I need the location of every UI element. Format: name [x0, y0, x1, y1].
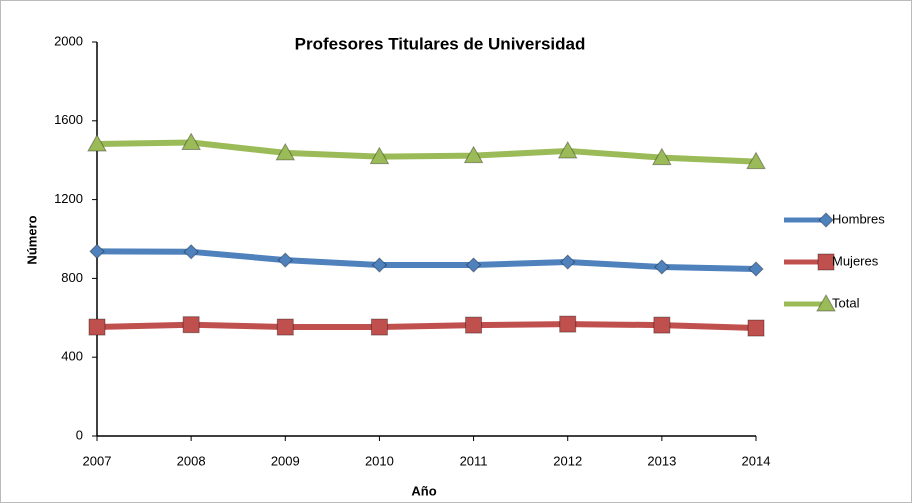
series-line — [94, 248, 759, 272]
legend-marker — [816, 293, 836, 312]
point-marker — [182, 316, 200, 334]
point-marker — [275, 142, 296, 161]
point-marker — [276, 318, 294, 336]
point-marker — [369, 146, 390, 165]
y-tick-label: 0 — [76, 427, 83, 442]
point-marker — [181, 132, 201, 150]
series-line — [94, 139, 759, 165]
point-marker — [747, 319, 765, 337]
point-marker — [371, 257, 388, 273]
point-marker — [183, 244, 199, 260]
legend-marker — [818, 212, 834, 228]
point-marker — [746, 151, 766, 170]
y-tick-label: 400 — [61, 349, 83, 364]
legend-label: Mujeres — [832, 253, 879, 268]
y-tick-label: 1600 — [54, 112, 83, 127]
y-tick-label: 2000 — [54, 33, 83, 48]
x-tick-label: 2008 — [177, 453, 206, 468]
point-marker — [87, 134, 107, 152]
point-marker — [88, 318, 106, 336]
point-marker — [277, 252, 293, 268]
x-tick-label: 2013 — [647, 453, 676, 468]
y-axis-title: Número — [24, 215, 39, 264]
x-tick-label: 2007 — [83, 453, 112, 468]
chart-title: Profesores Titulares de Universidad — [295, 34, 586, 53]
point-marker — [654, 259, 670, 275]
x-tick-label: 2009 — [271, 453, 300, 468]
point-marker — [465, 257, 482, 273]
x-tick-label: 2011 — [460, 453, 488, 468]
x-tick-label: 2014 — [742, 453, 771, 468]
point-marker — [560, 254, 576, 270]
point-marker — [89, 243, 105, 260]
point-marker — [748, 261, 764, 277]
point-marker — [652, 147, 672, 166]
point-marker — [370, 318, 388, 336]
point-marker — [557, 140, 578, 159]
x-tick-label: 2010 — [365, 453, 394, 468]
point-marker — [463, 145, 484, 164]
series-line — [94, 321, 759, 332]
y-tick-label: 800 — [61, 270, 83, 285]
x-axis-title: Año — [411, 483, 436, 498]
point-marker — [559, 315, 577, 333]
x-tick-label: 2012 — [553, 453, 582, 468]
legend-label: Hombres — [832, 211, 885, 226]
point-marker — [653, 316, 671, 334]
legend-marker — [817, 253, 835, 271]
point-marker — [465, 316, 483, 334]
y-tick-label: 1200 — [54, 191, 83, 206]
legend-label: Total — [832, 295, 860, 310]
